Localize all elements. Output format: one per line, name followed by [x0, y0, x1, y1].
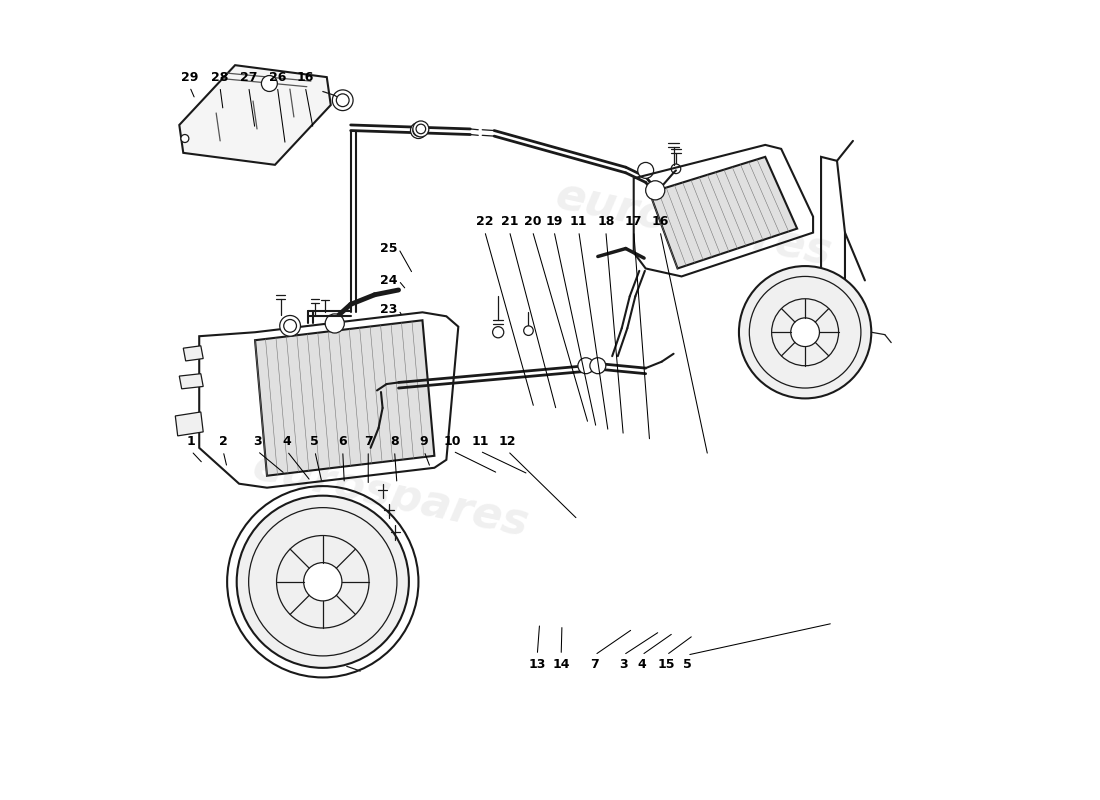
Text: 3: 3 — [619, 658, 628, 671]
Circle shape — [739, 266, 871, 398]
Text: 25: 25 — [381, 242, 398, 255]
Circle shape — [791, 318, 820, 346]
Text: 16: 16 — [651, 215, 669, 228]
Circle shape — [671, 164, 681, 174]
Text: 4: 4 — [637, 658, 646, 671]
Circle shape — [262, 75, 277, 91]
Text: 1: 1 — [187, 435, 196, 448]
Text: 8: 8 — [390, 435, 399, 448]
Circle shape — [337, 94, 349, 106]
Circle shape — [524, 326, 534, 335]
Circle shape — [279, 315, 300, 336]
Circle shape — [590, 358, 606, 374]
Circle shape — [180, 134, 189, 142]
Circle shape — [646, 181, 664, 200]
Text: 18: 18 — [597, 215, 615, 228]
Circle shape — [638, 162, 653, 178]
Text: 6: 6 — [339, 435, 346, 448]
Text: 19: 19 — [546, 215, 563, 228]
Text: eurospares: eurospares — [249, 446, 532, 546]
Polygon shape — [650, 157, 798, 269]
Polygon shape — [179, 374, 204, 389]
Text: 2: 2 — [219, 435, 228, 448]
Text: 7: 7 — [364, 435, 373, 448]
Text: 4: 4 — [283, 435, 292, 448]
Text: 16: 16 — [297, 70, 313, 84]
Text: 21: 21 — [500, 215, 518, 228]
Text: 13: 13 — [529, 658, 546, 671]
Polygon shape — [179, 65, 331, 165]
Text: 5: 5 — [310, 435, 319, 448]
Circle shape — [326, 314, 344, 333]
Text: 29: 29 — [182, 70, 198, 84]
Circle shape — [493, 326, 504, 338]
Circle shape — [410, 122, 427, 138]
Text: 7: 7 — [591, 658, 600, 671]
Circle shape — [236, 496, 409, 668]
Text: 5: 5 — [683, 658, 692, 671]
Text: 28: 28 — [211, 70, 229, 84]
Circle shape — [412, 121, 429, 137]
Polygon shape — [175, 412, 204, 436]
Circle shape — [304, 562, 342, 601]
Text: 9: 9 — [420, 435, 428, 448]
Text: 12: 12 — [499, 435, 517, 448]
Text: 14: 14 — [552, 658, 570, 671]
Text: 11: 11 — [471, 435, 488, 448]
Text: 22: 22 — [476, 215, 494, 228]
Text: 10: 10 — [444, 435, 462, 448]
Text: 3: 3 — [253, 435, 262, 448]
Text: 20: 20 — [524, 215, 541, 228]
Polygon shape — [184, 346, 204, 361]
Text: eurospares: eurospares — [551, 174, 836, 275]
Circle shape — [578, 358, 594, 374]
Text: 26: 26 — [268, 70, 286, 84]
Text: 27: 27 — [240, 70, 257, 84]
Text: 24: 24 — [381, 274, 398, 287]
Text: 11: 11 — [570, 215, 587, 228]
Text: 17: 17 — [625, 215, 642, 228]
Text: 15: 15 — [658, 658, 675, 671]
Polygon shape — [255, 320, 434, 476]
Text: 23: 23 — [381, 303, 397, 317]
